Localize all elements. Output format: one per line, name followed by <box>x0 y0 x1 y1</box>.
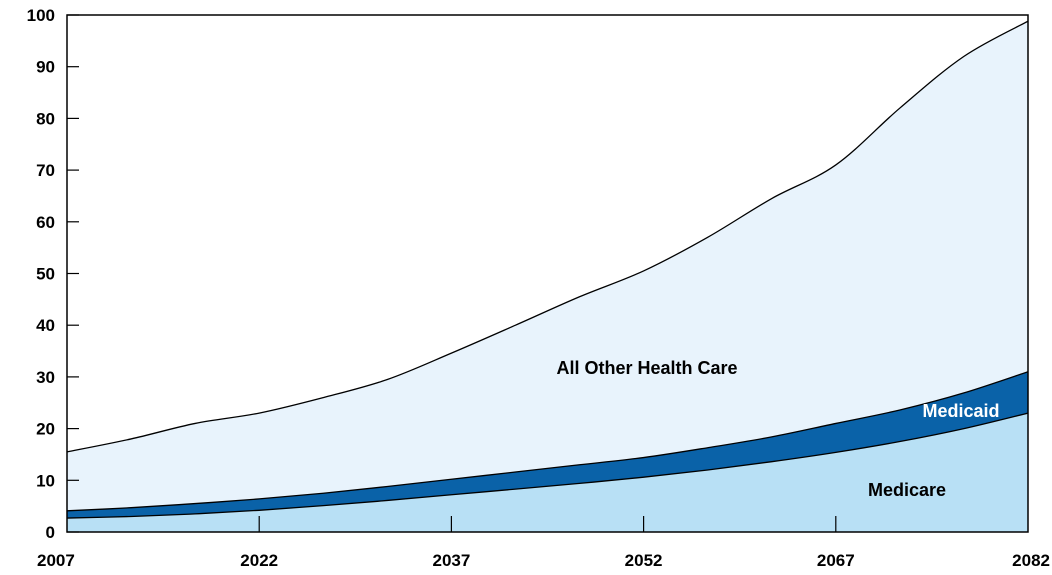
x-tick-label-2052: 2052 <box>625 551 663 570</box>
area-boundary-lines <box>66 20 1029 519</box>
y-tick-label-30: 30 <box>36 368 55 387</box>
x-tick-label-2037: 2037 <box>432 551 470 570</box>
y-tick-label-80: 80 <box>36 109 55 128</box>
x-tick-label-2082: 2082 <box>1012 551 1050 570</box>
series-labels: All Other Health Care Medicaid Medicare <box>556 358 999 500</box>
y-tick-label-20: 20 <box>36 420 55 439</box>
area-medicaid <box>67 371 1028 519</box>
y-tick-label-10: 10 <box>36 471 55 490</box>
tick-marks <box>67 14 837 533</box>
line-medicare <box>66 412 1029 519</box>
y-tick-label-50: 50 <box>36 265 55 284</box>
area-medicare <box>67 413 1028 532</box>
series-label-medicaid: Medicaid <box>922 401 999 421</box>
y-tick-label-90: 90 <box>36 58 55 77</box>
x-tick-label-2022: 2022 <box>240 551 278 570</box>
x-tick-label-2007: 2007 <box>37 551 75 570</box>
y-tick-label-0: 0 <box>46 523 55 542</box>
area-layers <box>67 21 1028 532</box>
y-tick-label-40: 40 <box>36 316 55 335</box>
y-tick-label-70: 70 <box>36 161 55 180</box>
line-all-other-health-care <box>66 20 1029 453</box>
line-medicaid <box>66 371 1029 512</box>
series-label-medicare: Medicare <box>868 480 946 500</box>
area-all-other-health-care <box>67 21 1028 511</box>
series-label-all-other-health-care: All Other Health Care <box>556 358 737 378</box>
tick-labels: 0 10 20 30 40 50 60 70 80 90 100 2007 2022 2037 2052 20… <box>27 6 1050 570</box>
x-tick-label-2067: 2067 <box>817 551 855 570</box>
y-tick-label-60: 60 <box>36 213 55 232</box>
y-tick-label-100: 100 <box>27 6 55 25</box>
